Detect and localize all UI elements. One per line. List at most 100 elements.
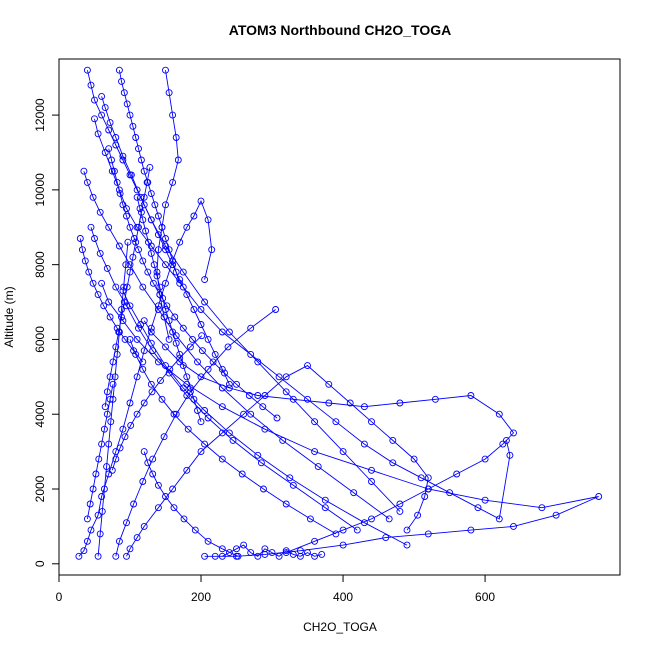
data-point [254,552,262,560]
data-point [162,362,169,370]
data-point [130,500,138,508]
data-point [424,474,432,482]
data-point [169,328,177,336]
data-point [96,530,104,538]
data-point [86,500,94,508]
x-tick-label: 600 [475,590,495,604]
data-point [144,459,152,467]
x-axis-label: CH2O_TOGA [303,620,377,634]
data-point [81,257,89,265]
data-point [218,403,226,411]
chart-title: ATOM3 Northbound CH2O_TOGA [229,22,451,38]
data-point [321,496,329,504]
data-point [146,163,154,171]
data-point [101,403,109,411]
data-point [238,470,246,478]
data-point [119,152,127,160]
data-point [148,388,156,396]
y-tick-label: 10000 [33,173,47,207]
data-point [85,268,93,276]
data-point [289,550,297,558]
data-point [218,384,226,392]
data-point [183,223,191,231]
data-point [474,504,482,512]
data-point [421,493,429,500]
data-point [108,466,116,474]
data-point [126,545,134,553]
data-point [325,380,333,388]
data-point [360,440,368,448]
data-point [126,302,134,310]
data-point [162,201,169,209]
data-point [218,455,226,463]
data-point [132,350,140,358]
data-point [211,552,219,560]
data-point [183,466,191,474]
data-point [112,343,120,351]
data-point [172,134,180,141]
data-point [135,246,142,254]
data-point [311,537,319,545]
data-point [170,410,178,418]
data-point [156,291,164,299]
data-point [353,526,361,534]
data-point [153,268,161,276]
data-point [78,246,86,254]
data-point [140,448,148,456]
series-line-18 [222,544,322,557]
data-point [179,384,187,392]
data-point [211,350,219,358]
series-line-0 [78,199,213,557]
data-point [139,283,147,291]
data-point [154,212,162,220]
data-point [170,504,178,512]
data-point [147,216,155,224]
data-point [179,324,187,332]
data-point [368,515,375,523]
data-point [225,384,233,392]
data-point [332,418,340,426]
data-point [133,186,141,194]
data-point [133,534,141,542]
data-point [268,549,276,557]
data-point [179,268,187,276]
data-point [115,66,123,74]
data-point [98,493,106,500]
data-point [154,246,162,254]
data-point [126,399,134,407]
data-point [80,547,88,555]
data-point [197,306,205,313]
data-point [396,399,404,407]
data-point [506,451,514,459]
data-point [272,306,280,313]
data-point [282,500,290,508]
data-point [304,549,311,557]
data-point [83,178,91,186]
data-point [198,347,206,355]
data-point [233,545,240,553]
data-point [176,238,184,246]
data-point [453,470,461,478]
data-point [510,522,517,530]
data-point [103,410,111,418]
data-point [169,257,177,265]
data-point [135,324,142,332]
data-point [410,455,418,463]
data-point [389,459,397,467]
data-point [306,515,314,523]
data-point [495,515,503,523]
data-point [176,279,184,287]
data-point [91,115,98,123]
data-point [162,242,169,250]
data-point [247,410,255,418]
data-point [147,380,155,388]
data-point [169,485,177,493]
data-point [94,552,102,560]
data-point [89,193,97,201]
data-point [115,537,123,545]
data-point [314,463,322,471]
data-point [139,365,147,373]
series-line-7 [90,227,358,531]
data-point [91,96,98,104]
data-point [247,324,255,332]
